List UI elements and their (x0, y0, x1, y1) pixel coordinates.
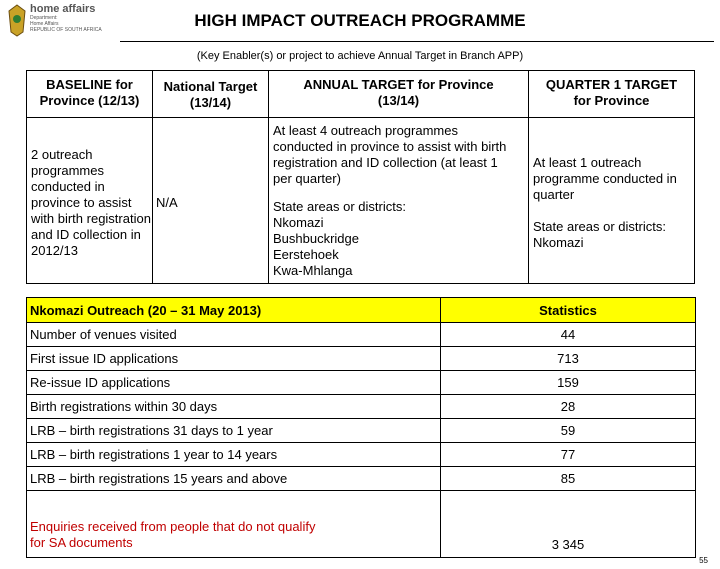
header-text: (13/14) (377, 93, 420, 108)
cell-text: State areas or districts: (533, 219, 666, 234)
paragraph: State areas or districts: Nkomazi (533, 219, 666, 251)
cell-text: Nkomazi (533, 235, 584, 250)
logo-emblem (8, 4, 26, 37)
stats-label-cell: LRB – birth registrations 1 year to 14 y… (26, 442, 441, 467)
paragraph: State areas or districts: Nkomazi Bushbuck… (273, 199, 406, 279)
stats-label: Number of venues visited (30, 327, 177, 342)
header-rule (120, 41, 714, 42)
cell-text: Eerstehoek (273, 247, 339, 262)
stats-label-cell: LRB – birth registrations 31 days to 1 y… (26, 418, 441, 443)
cell-text: programmes (31, 163, 104, 178)
stats-header-cell: Nkomazi Outreach (20 – 31 May 2013) (26, 297, 441, 323)
stats-label: LRB – birth registrations 1 year to 14 y… (30, 447, 278, 462)
title: HIGH IMPACT OUTREACH PROGRAMME (194, 11, 526, 30)
logo-brand: home affairs (30, 3, 96, 15)
cell-text: Nkomazi (273, 215, 324, 230)
stats-header-cell: Statistics (440, 297, 696, 323)
header-text: QUARTER 1 TARGET (545, 77, 678, 92)
page-number: 55 (699, 556, 708, 565)
header-text: BASELINE for (46, 77, 133, 92)
stats-value: 59 (440, 418, 696, 443)
stats-label: Re-issue ID applications (30, 375, 171, 390)
cell-text: 2 outreach (31, 147, 93, 162)
cell-text: per quarter) (273, 171, 341, 186)
header-text: (13/14) (189, 95, 232, 110)
cell-text: Bushbuckridge (273, 231, 359, 246)
paragraph: N/A (156, 195, 178, 211)
cell-text: conducted in province to assist with bir… (273, 139, 507, 154)
header-text: ANNUAL TARGET for Province (303, 77, 494, 92)
cell-text: and ID collection in (31, 227, 141, 242)
stats-label: LRB – birth registrations 31 days to 1 y… (30, 423, 273, 438)
stats-label: for SA documents (30, 535, 133, 550)
body-cell: At least 1 outreach programme conducted i… (528, 117, 695, 284)
stats-value: 713 (440, 346, 696, 371)
cell-text: registration and ID collection (at least… (273, 155, 498, 170)
stats-label-cell: Number of venues visited (26, 322, 441, 347)
cell-text: State areas or districts: (273, 199, 406, 214)
body-cell: At least 4 outreach programmes conducted … (268, 117, 529, 284)
subtitle: (Key Enabler(s) or project to achieve An… (196, 50, 524, 62)
stats-value: 77 (440, 442, 696, 467)
stats-value: 85 (440, 466, 696, 491)
header-cell: ANNUAL TARGET for Province (13/14) (268, 70, 529, 118)
header-cell: QUARTER 1 TARGET for Province (528, 70, 695, 118)
header-cell: National Target (13/14) (152, 70, 269, 118)
stats-label-cell: LRB – birth registrations 15 years and a… (26, 466, 441, 491)
stats-label: Enquiries received from people that do n… (30, 519, 316, 534)
cell-text: N/A (156, 195, 178, 210)
stats-value: 159 (440, 370, 696, 395)
cell-text: At least 1 outreach (533, 155, 642, 170)
header-cell: BASELINE for Province (12/13) (26, 70, 153, 118)
header-text: for Province (573, 93, 650, 108)
stats-label-cell: First issue ID applications (26, 346, 441, 371)
stats-label-cell: Re-issue ID applications (26, 370, 441, 395)
cell-text: conducted in (31, 179, 105, 194)
paragraph: At least 1 outreach programme conducted i… (533, 155, 677, 203)
stats-label: LRB – birth registrations 15 years and a… (30, 471, 288, 486)
cell-text: quarter (533, 187, 575, 202)
logo-text: home affairs Department: Home Affairs RE… (30, 3, 102, 33)
stats-label-cell: Birth registrations within 30 days (26, 394, 441, 419)
paragraph: 2 outreach programmes conducted in province… (31, 147, 151, 259)
paragraph: At least 4 outreach programmes conducted … (273, 123, 506, 187)
cell-text: 2012/13 (31, 243, 78, 258)
logo-line: Home Affairs (30, 21, 59, 27)
stats-label: Birth registrations within 30 days (30, 399, 218, 414)
cell-text: At least 4 outreach programmes (273, 123, 458, 138)
stats-value: 3 345 (440, 490, 696, 558)
stats-value: 44 (440, 322, 696, 347)
body-cell: N/A (152, 117, 269, 284)
stats-label: First issue ID applications (30, 351, 179, 366)
cell-text: Kwa-Mhlanga (273, 263, 353, 278)
header-text: National Target (163, 79, 258, 94)
cell-text: province to assist (31, 195, 132, 210)
stats-label-cell: Enquiries received from people that do n… (26, 490, 441, 558)
cell-text: with birth registration (31, 211, 151, 226)
stats-value: 28 (440, 394, 696, 419)
logo-line: REPUBLIC OF SOUTH AFRICA (30, 27, 102, 33)
header-text: Province (12/13) (39, 93, 140, 108)
body-cell: 2 outreach programmes conducted in province… (26, 117, 153, 284)
cell-text: programme conducted in (533, 171, 677, 186)
logo-line: Department: (30, 15, 58, 21)
